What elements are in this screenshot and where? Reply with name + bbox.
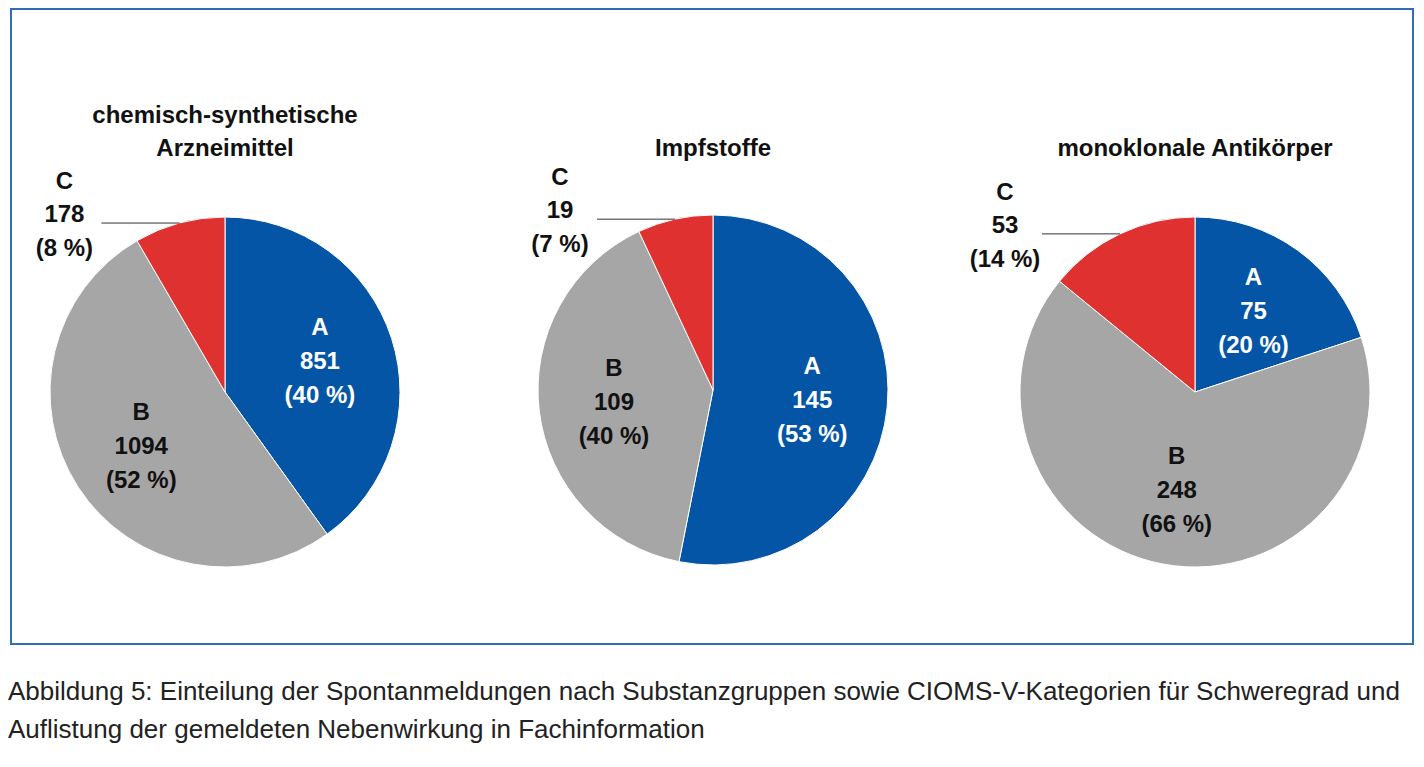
svg-text:B: B bbox=[1168, 442, 1185, 469]
html-text:chemisch-synthetische Arzneimi: chemisch-synthetische Arzneimittel bbox=[92, 101, 358, 161]
svg-text:(14 %): (14 %) bbox=[970, 245, 1041, 272]
svg-text:19: 19 bbox=[547, 196, 574, 223]
svg-text:(52 %): (52 %) bbox=[106, 466, 177, 493]
svg-text:(8 %): (8 %) bbox=[36, 234, 93, 261]
svg-text:1094: 1094 bbox=[115, 432, 169, 459]
svg-text:(20 %): (20 %) bbox=[1218, 331, 1289, 358]
svg-text:A: A bbox=[311, 313, 328, 340]
svg-text:(66 %): (66 %) bbox=[1141, 510, 1212, 537]
html-text:monoklonale Antikörper: monoklonale Antikörper bbox=[1057, 134, 1333, 161]
svg-text:(40 %): (40 %) bbox=[579, 422, 650, 449]
svg-text:53: 53 bbox=[992, 211, 1019, 238]
svg-text:(40 %): (40 %) bbox=[285, 381, 356, 408]
svg-text:C: C bbox=[551, 163, 568, 190]
svg-text:(53 %): (53 %) bbox=[777, 420, 848, 447]
svg-text:851: 851 bbox=[300, 347, 340, 374]
svg-text:75: 75 bbox=[1240, 297, 1267, 324]
svg-text:B: B bbox=[133, 398, 150, 425]
svg-text:(7 %): (7 %) bbox=[531, 230, 588, 257]
html-text:Impfstoffe: Impfstoffe bbox=[655, 134, 771, 161]
svg-text:C: C bbox=[996, 178, 1013, 205]
svg-text:248: 248 bbox=[1157, 476, 1197, 503]
svg-text:C: C bbox=[56, 167, 73, 194]
svg-text:145: 145 bbox=[792, 386, 832, 413]
svg-text:A: A bbox=[804, 352, 821, 379]
svg-text:109: 109 bbox=[594, 388, 634, 415]
html-text:Abbildung 5: Einteilung der Sp: Abbildung 5: Einteilung der Spontanmeldu… bbox=[8, 676, 1400, 744]
svg-text:B: B bbox=[605, 354, 622, 381]
svg-text:A: A bbox=[1245, 263, 1262, 290]
svg-text:178: 178 bbox=[44, 200, 84, 227]
